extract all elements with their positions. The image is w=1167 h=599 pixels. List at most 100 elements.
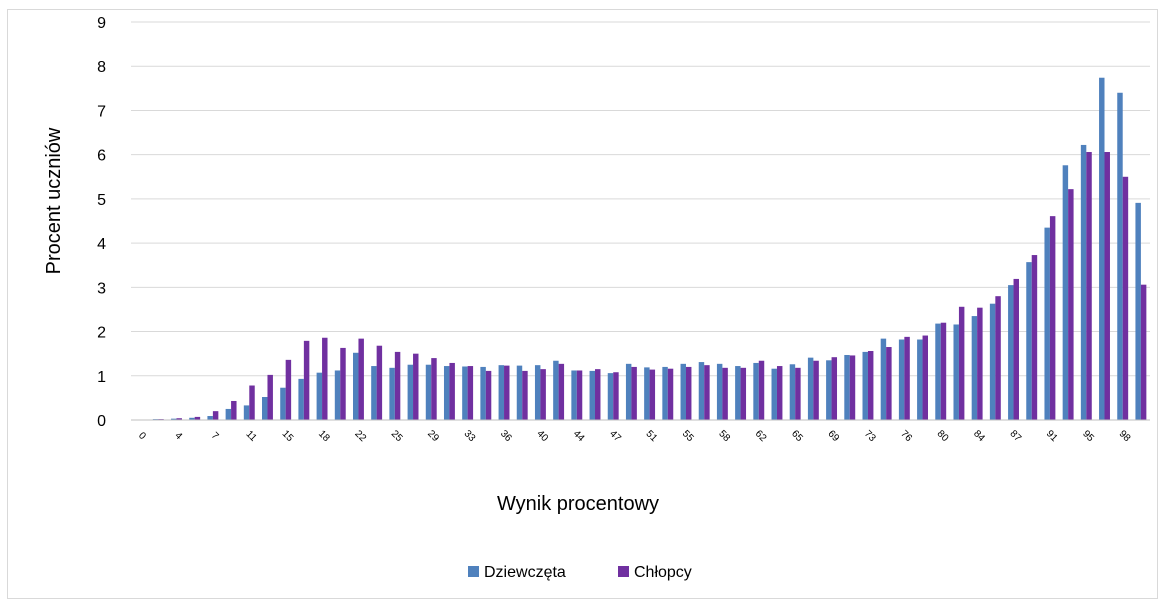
bar-chlopcy (340, 348, 345, 420)
bar-chlopcy (540, 369, 545, 420)
x-tick-label: 11 (243, 429, 258, 444)
bar-dziewczeta (917, 340, 922, 420)
bar-dziewczeta (444, 366, 449, 420)
bar-chlopcy (813, 361, 818, 420)
bar-chlopcy (1123, 177, 1128, 420)
bar-dziewczeta (735, 366, 740, 420)
y-tick-label: 6 (97, 148, 106, 165)
bar-chlopcy (304, 341, 309, 420)
bar-chlopcy (286, 360, 291, 420)
x-tick-label: 33 (462, 428, 478, 444)
bar-dziewczeta (226, 409, 231, 420)
bar-chlopcy (1068, 189, 1073, 420)
bar-chlopcy (795, 368, 800, 420)
bar-chlopcy (267, 375, 272, 420)
bar-chlopcy (631, 367, 636, 420)
bar-chlopcy (959, 307, 964, 420)
bar-chlopcy (832, 357, 837, 420)
legend-label: Dziewczęta (484, 564, 566, 581)
bar-dziewczeta (353, 353, 358, 420)
bar-dziewczeta (1044, 228, 1049, 420)
bar-dziewczeta (262, 397, 267, 420)
legend-swatch (618, 566, 629, 577)
bar-dziewczeta (207, 416, 212, 420)
bar-dziewczeta (1099, 78, 1104, 420)
bar-chlopcy (595, 369, 600, 420)
bar-dziewczeta (1063, 165, 1068, 420)
bar-chlopcy (377, 346, 382, 420)
x-tick-label: 7 (209, 430, 221, 442)
x-tick-label: 87 (1007, 428, 1023, 444)
bar-dziewczeta (371, 366, 376, 420)
bar-dziewczeta (317, 373, 322, 420)
x-tick-label: 18 (316, 428, 332, 444)
y-tick-label: 4 (97, 236, 106, 253)
bar-chlopcy (213, 411, 218, 420)
bar-chlopcy (395, 352, 400, 420)
bar-chlopcy (504, 366, 509, 420)
bar-chlopcy (904, 337, 909, 420)
legend: Dziewczęta Chłopcy (468, 564, 692, 581)
bar-dziewczeta (389, 368, 394, 420)
x-tick-label: 65 (789, 428, 805, 444)
bar-dziewczeta (717, 364, 722, 420)
bar-dziewczeta (280, 388, 285, 420)
bar-chlopcy (468, 366, 473, 420)
bar-chlopcy (559, 364, 564, 420)
bar-dziewczeta (462, 366, 467, 420)
legend-swatch (468, 566, 479, 577)
x-tick-label: 22 (352, 428, 368, 444)
bar-chlopcy (486, 371, 491, 420)
x-tick-label: 58 (716, 428, 732, 444)
y-tick-label: 2 (97, 325, 106, 342)
bar-chlopcy (1105, 152, 1110, 420)
y-tick-label: 0 (97, 413, 106, 430)
bar-dziewczeta (590, 371, 595, 420)
bar-dziewczeta (335, 370, 340, 420)
bar-dziewczeta (499, 365, 504, 420)
bar-chlopcy (231, 401, 236, 420)
bar-chlopcy (249, 386, 254, 420)
bar-dziewczeta (863, 352, 868, 420)
x-tick-label: 25 (389, 428, 405, 444)
bar-chlopcy (1032, 255, 1037, 420)
y-tick-label: 9 (97, 15, 106, 32)
bar-chlopcy (413, 354, 418, 420)
bar-dziewczeta (1135, 203, 1140, 420)
bar-chlopcy (850, 355, 855, 420)
x-tick-label: 51 (644, 428, 660, 444)
x-tick-label: 47 (607, 428, 623, 444)
x-tick-label: 4 (172, 430, 184, 442)
bar-dziewczeta (298, 379, 303, 420)
x-tick-label: 84 (971, 428, 987, 444)
bar-chlopcy (759, 361, 764, 420)
bar-dziewczeta (681, 364, 686, 420)
bar-dziewczeta (881, 339, 886, 420)
bar-dziewczeta (644, 367, 649, 420)
bar-chlopcy (1050, 216, 1055, 420)
bars (135, 78, 1147, 420)
bar-chlopcy (886, 347, 891, 420)
bar-chlopcy (977, 308, 982, 420)
bar-chlopcy (1141, 285, 1146, 420)
bar-chlopcy (358, 339, 363, 420)
bar-dziewczeta (1026, 262, 1031, 420)
y-axis-title: Procent uczniów (43, 127, 65, 274)
bar-dziewczeta (662, 367, 667, 420)
bar-dziewczeta (790, 364, 795, 420)
bar-chlopcy (722, 368, 727, 420)
bar-chlopcy (322, 338, 327, 420)
bar-chlopcy (449, 363, 454, 420)
x-tick-label: 76 (898, 428, 914, 444)
bar-dziewczeta (899, 340, 904, 420)
bar-chlopcy (1014, 279, 1019, 420)
x-tick-label: 62 (753, 428, 769, 444)
y-tick-label: 3 (97, 280, 106, 297)
bar-dziewczeta (571, 370, 576, 420)
bar-dziewczeta (808, 358, 813, 420)
legend-label: Chłopcy (634, 564, 692, 581)
bar-dziewczeta (953, 324, 958, 420)
bar-chlopcy (650, 370, 655, 420)
bar-chlopcy (941, 323, 946, 420)
